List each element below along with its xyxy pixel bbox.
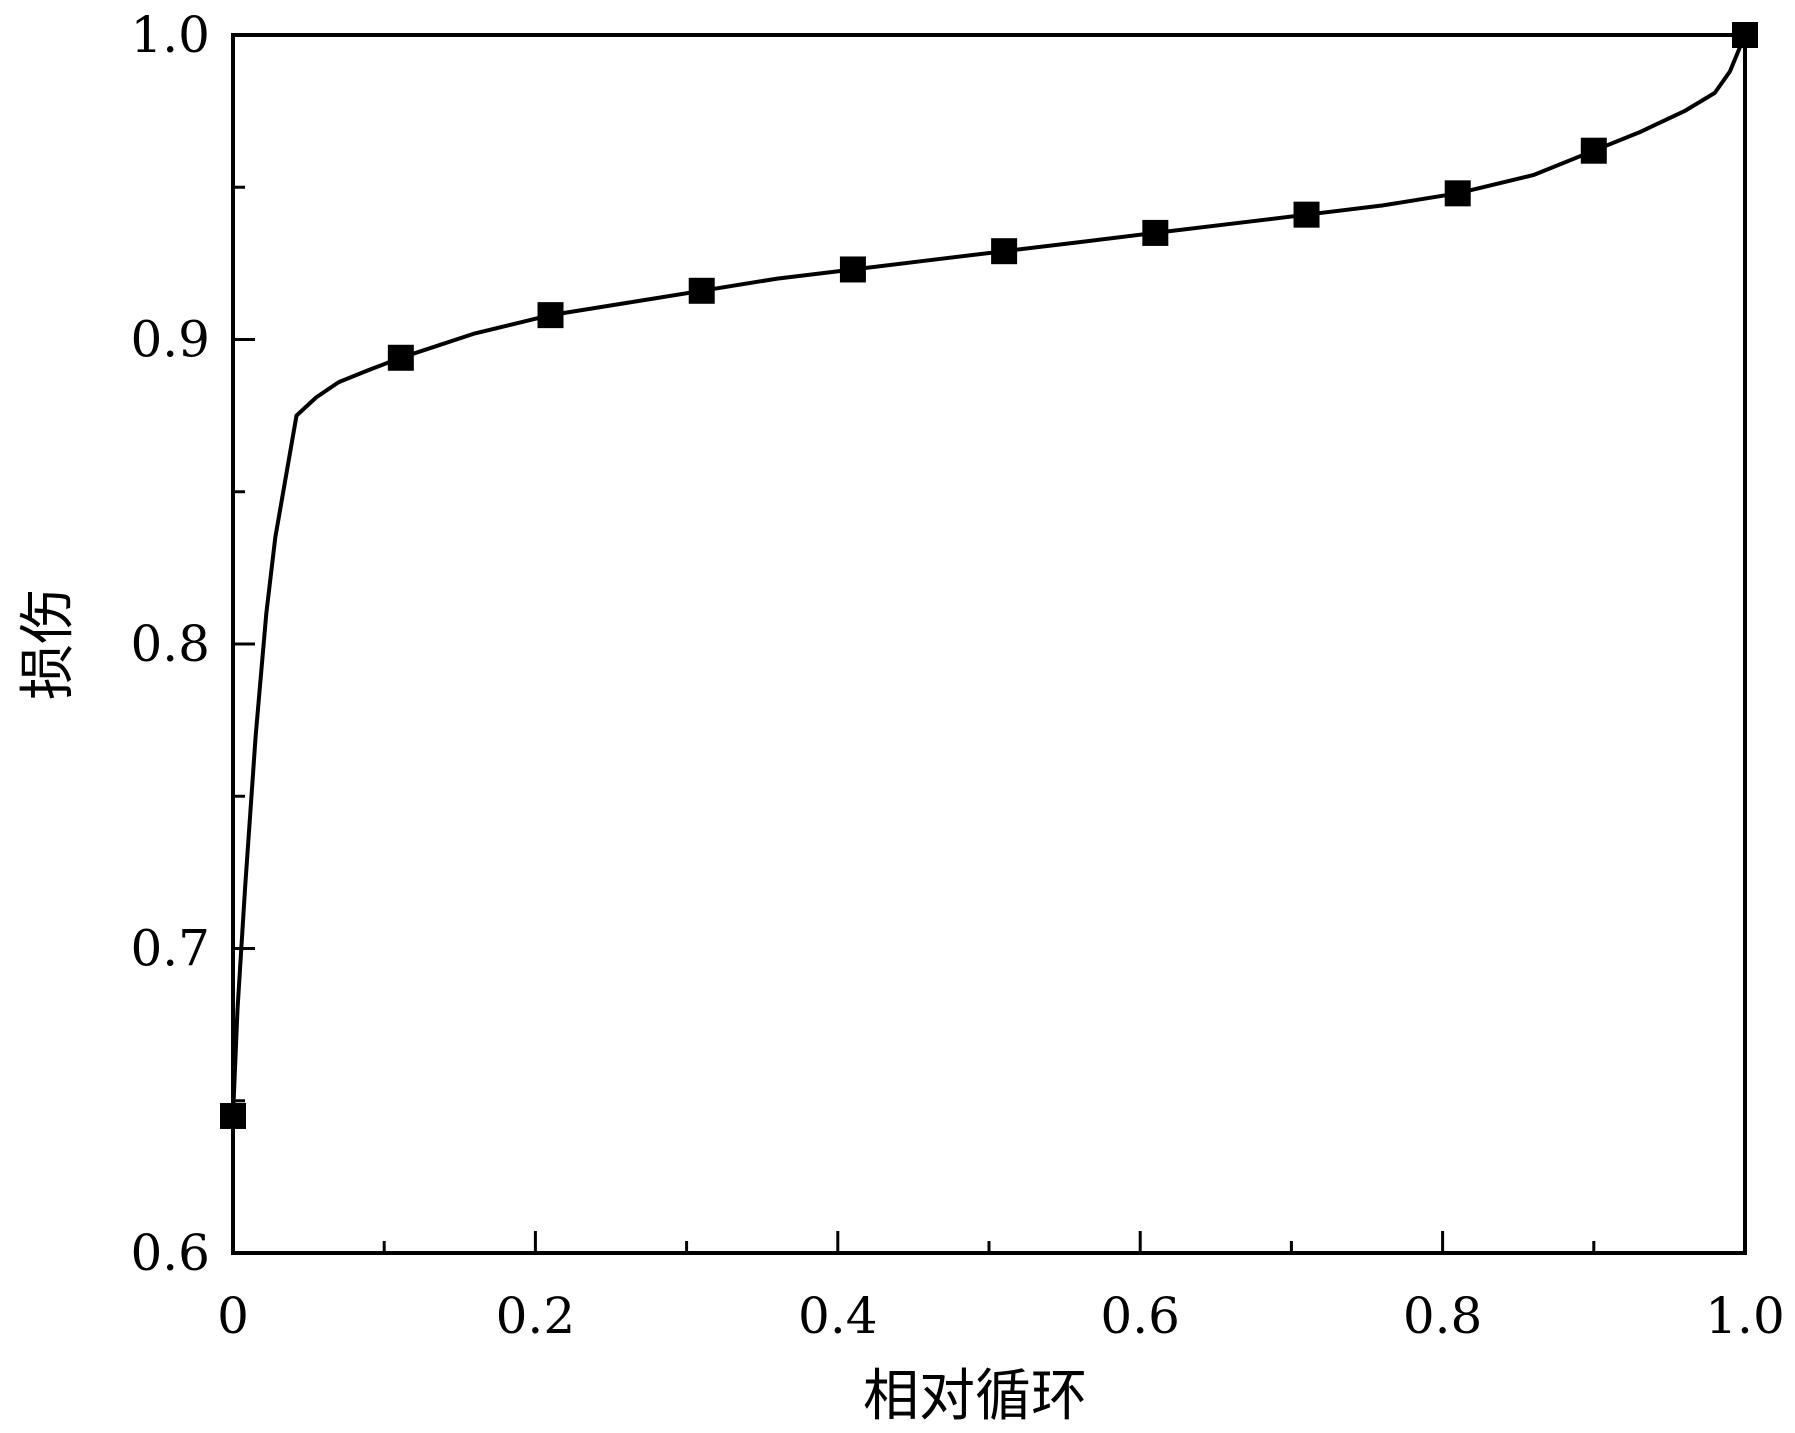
y-tick-label: 0.9 — [130, 311, 210, 369]
y-tick-label: 0.7 — [130, 920, 210, 978]
x-tick-label: 0 — [217, 1287, 249, 1345]
plot-frame — [231, 33, 1747, 1255]
x-tick-label: 0.4 — [798, 1287, 878, 1345]
data-point-marker — [1732, 22, 1758, 48]
data-point-marker — [1293, 201, 1320, 228]
data-point-marker — [387, 344, 414, 371]
data-point-marker — [688, 277, 715, 304]
x-tick-label: 1.0 — [1705, 1287, 1785, 1345]
y-tick-label: 0.8 — [130, 615, 210, 673]
tick-label-group: 0 0.2 0.4 0.6 0.8 1.0 0.6 0.7 0.8 0.9 1.0 — [130, 6, 1784, 1345]
x-tick-label: 0.8 — [1403, 1287, 1483, 1345]
x-tick-label: 0.6 — [1100, 1287, 1180, 1345]
data-point-marker — [220, 1102, 246, 1129]
data-point-marker — [991, 238, 1018, 265]
y-tick-label: 0.6 — [130, 1224, 210, 1282]
x-axis-title: 相对循环 — [863, 1364, 1087, 1429]
data-point-marker — [1444, 180, 1471, 207]
data-point-marker — [1580, 137, 1607, 164]
marker-group — [220, 22, 1758, 1129]
y-tick-label: 1.0 — [130, 6, 210, 64]
damage-curve-line — [231, 34, 1747, 1117]
tick-group — [233, 185, 1596, 1253]
x-tick-label: 0.2 — [496, 1287, 576, 1345]
data-point-marker — [1142, 219, 1169, 246]
data-point-marker — [537, 302, 564, 329]
data-point-marker — [839, 256, 866, 283]
y-axis-title: 损伤 — [16, 588, 81, 700]
